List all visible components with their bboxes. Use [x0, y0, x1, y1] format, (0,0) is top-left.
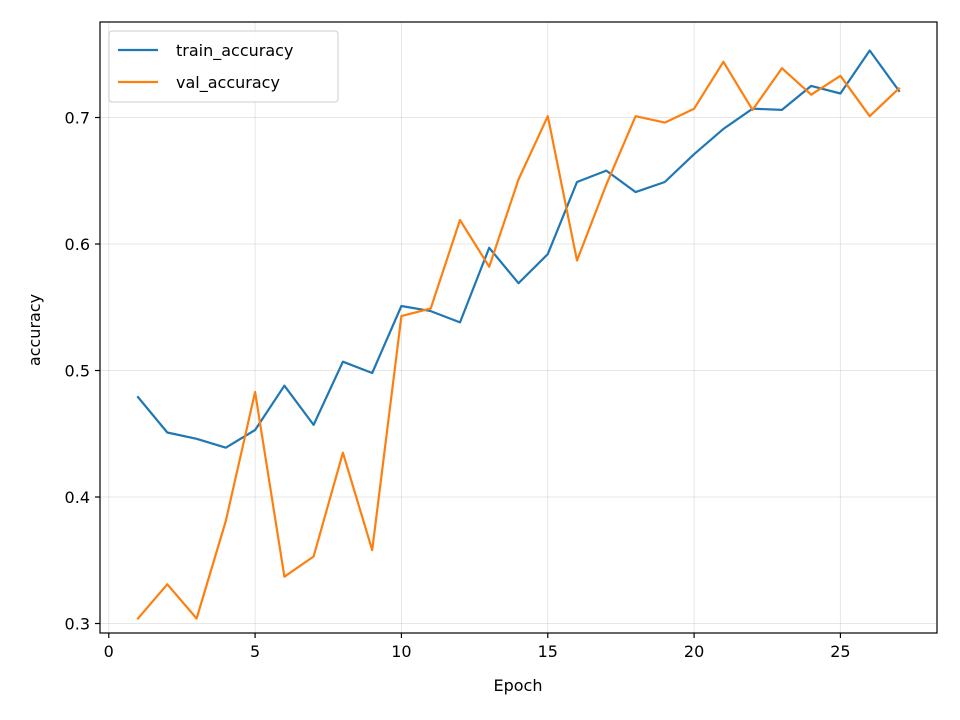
plot-frame [99, 21, 938, 634]
x-tick-label: 0 [104, 642, 114, 661]
series-layer [136, 49, 901, 621]
y-tick-label: 0.7 [65, 109, 90, 128]
y-tick-label: 0.3 [65, 615, 90, 634]
y-tick-label: 0.5 [65, 362, 90, 381]
x-tick-label: 25 [830, 642, 850, 661]
legend: train_accuracy val_accuracy [108, 30, 339, 103]
series-line-val-accuracy [136, 60, 901, 621]
x-tick-label: 10 [391, 642, 411, 661]
y-axis-label: accuracy [25, 294, 44, 366]
y-tick-label: 0.4 [65, 488, 90, 507]
x-tick-label: 5 [250, 642, 260, 661]
x-tick-label: 20 [684, 642, 704, 661]
series-line-train-accuracy [136, 49, 901, 449]
y-tick-label: 0.6 [65, 235, 90, 254]
y-axis: 0.3 0.4 0.5 0.6 0.7 [65, 109, 100, 634]
x-axis: 0 5 10 15 20 25 [104, 633, 851, 661]
x-tick-label: 15 [538, 642, 558, 661]
legend-label: train_accuracy [176, 41, 293, 61]
legend-label: val_accuracy [176, 73, 280, 93]
x-axis-label: Epoch [494, 676, 543, 695]
legend-box [108, 30, 339, 103]
grid-lines [100, 22, 937, 633]
